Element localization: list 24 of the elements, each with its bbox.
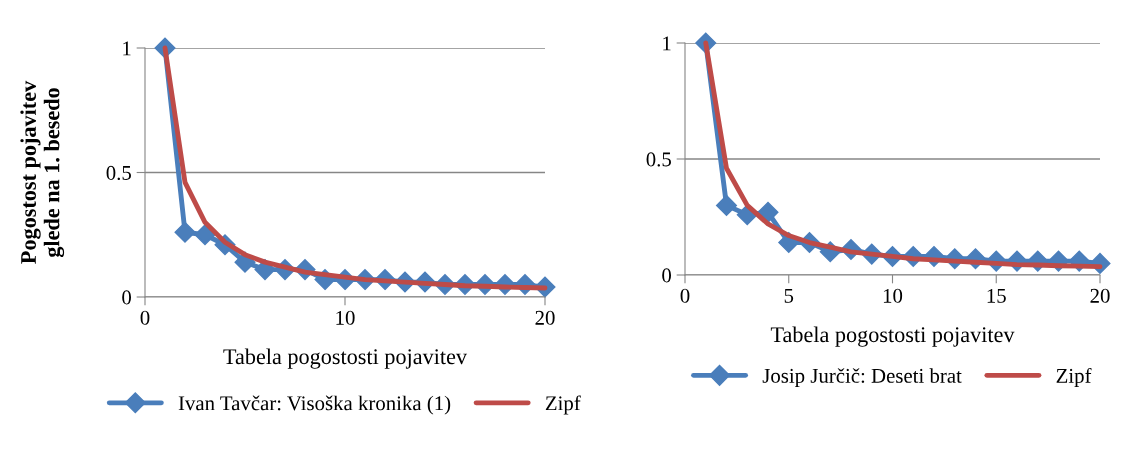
x-tick-label: 0: [680, 288, 690, 303]
y-tick-label: 0.5: [106, 165, 131, 181]
point: [174, 221, 196, 243]
x-tick-label: 20: [1090, 288, 1110, 303]
x-tick-label: 10: [883, 288, 903, 303]
point: [757, 201, 779, 223]
x-tick-label: 15: [987, 288, 1006, 303]
y-tick-label: 0: [662, 268, 672, 283]
x-tick-label: 20: [535, 310, 555, 325]
y-tick-label: 0.5: [646, 152, 671, 167]
y-tick-label: 1: [663, 36, 671, 51]
x-tick-label: 10: [336, 310, 355, 325]
y-tick-label: 1: [123, 41, 131, 56]
legend-label: Ivan Tavčar: Visoška kronika (1): [178, 395, 451, 415]
x-tick-label: 0: [140, 310, 150, 325]
x-axis-title: Tabela pogostosti pojavitev: [223, 348, 468, 369]
x-tick-label: 5: [784, 289, 794, 303]
legend-label: Zipf: [1056, 367, 1092, 388]
legend-label: Zipf: [545, 395, 581, 415]
y-axis-title: Pogostost pojavitev glede na 1. besedo: [20, 80, 65, 264]
legend-label: Josip Jurčič: Deseti brat: [762, 368, 962, 388]
x-axis-title: Tabela pogostosti pojavitev: [770, 326, 1015, 347]
point: [194, 224, 216, 246]
point: [715, 194, 738, 216]
